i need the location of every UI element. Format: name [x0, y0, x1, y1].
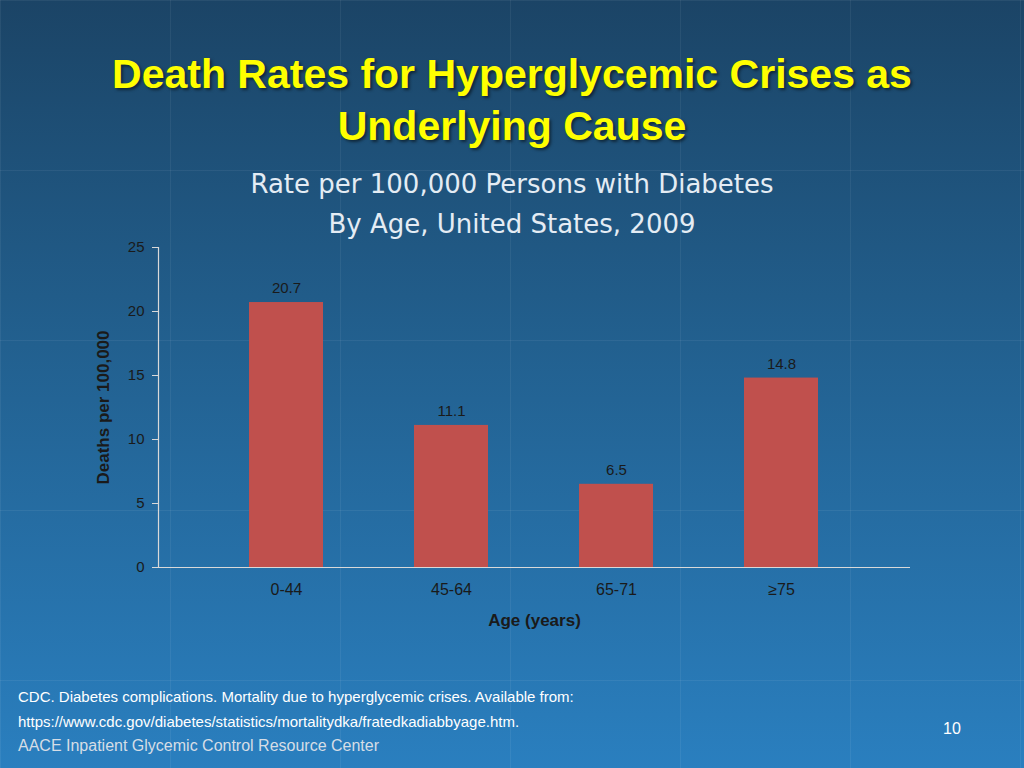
html-text:CDC. Diabetes complications. M: CDC. Diabetes complications. Mortality d…: [18, 688, 574, 730]
svg-text:5: 5: [136, 494, 144, 511]
html-text:Rate per 100,000 Persons with: Rate per 100,000 Persons with Diabetes B…: [250, 169, 774, 239]
svg-text:11.1: 11.1: [437, 402, 465, 419]
svg-text:14.8: 14.8: [767, 355, 796, 372]
svg-text:20: 20: [128, 302, 145, 319]
svg-text:6.5: 6.5: [606, 461, 627, 478]
svg-text:0: 0: [136, 558, 144, 575]
svg-text:10: 10: [128, 430, 145, 447]
svg-text:≥75: ≥75: [768, 581, 795, 598]
svg-text:45-64: 45-64: [431, 581, 472, 598]
html-text:10: 10: [943, 720, 961, 737]
svg-text:0-44: 0-44: [270, 581, 302, 598]
svg-text:15: 15: [128, 366, 145, 383]
html-text:Death Rates for Hyperglycemic: Death Rates for Hyperglycemic Crises as …: [112, 51, 912, 149]
svg-text:20.7: 20.7: [272, 279, 301, 296]
svg-text:65-71: 65-71: [596, 581, 637, 598]
html-text:AACE Inpatient Glycemic Contro: AACE Inpatient Glycemic Control Resource…: [18, 737, 379, 754]
svg-text:25: 25: [128, 238, 145, 255]
svg-text:Age (years): Age (years): [488, 611, 581, 630]
svg-text:Deaths per 100,000: Deaths per 100,000: [94, 330, 113, 484]
